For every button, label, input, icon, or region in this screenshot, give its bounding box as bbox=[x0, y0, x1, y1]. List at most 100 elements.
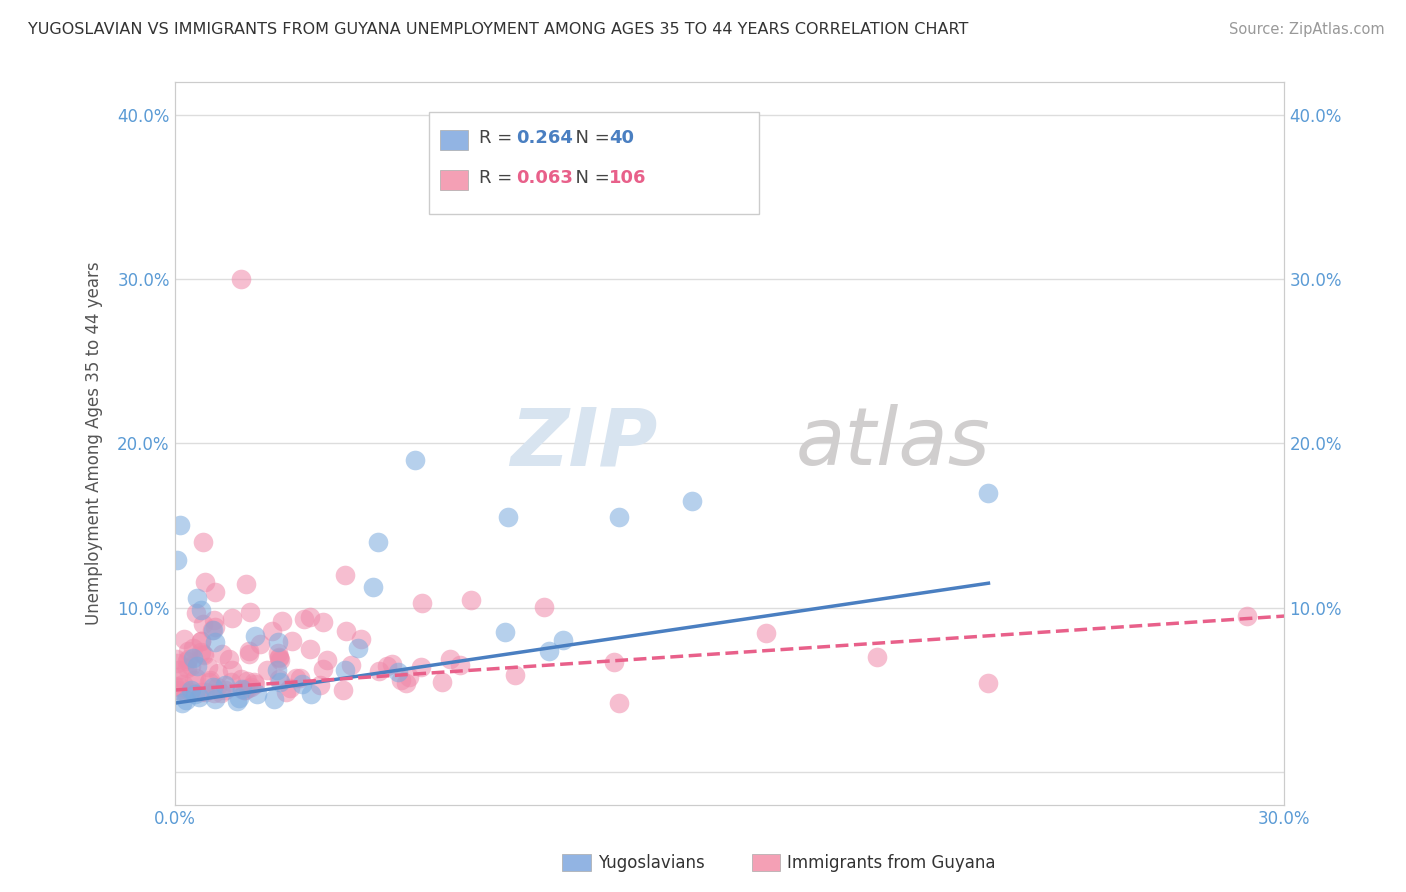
Point bbox=[172, 677, 194, 691]
Point bbox=[249, 636, 271, 650]
Point bbox=[204, 585, 226, 599]
Point bbox=[276, 685, 298, 699]
Point bbox=[411, 596, 433, 610]
Point bbox=[184, 671, 207, 685]
Text: Source: ZipAtlas.com: Source: ZipAtlas.com bbox=[1229, 22, 1385, 37]
Point bbox=[607, 696, 630, 710]
Point bbox=[270, 614, 292, 628]
Point bbox=[176, 686, 198, 700]
Point bbox=[201, 680, 224, 694]
Point bbox=[188, 690, 211, 704]
Point bbox=[186, 658, 208, 673]
Point bbox=[180, 658, 202, 673]
Point bbox=[191, 647, 214, 661]
Point bbox=[267, 651, 290, 665]
Point bbox=[221, 664, 243, 678]
Point bbox=[977, 676, 1000, 690]
Point bbox=[496, 510, 519, 524]
Point bbox=[866, 650, 889, 665]
Point bbox=[197, 659, 219, 673]
Point bbox=[194, 685, 217, 699]
Point bbox=[533, 599, 555, 614]
Point bbox=[607, 510, 630, 524]
Y-axis label: Unemployment Among Ages 35 to 44 years: Unemployment Among Ages 35 to 44 years bbox=[86, 261, 103, 625]
Text: R =: R = bbox=[479, 169, 519, 187]
Point bbox=[177, 652, 200, 666]
Text: 0.264: 0.264 bbox=[516, 129, 572, 147]
Point bbox=[221, 611, 243, 625]
Point bbox=[335, 663, 357, 677]
Point bbox=[190, 634, 212, 648]
Point bbox=[367, 535, 389, 549]
Point bbox=[177, 644, 200, 658]
Point bbox=[190, 685, 212, 699]
Point bbox=[432, 675, 454, 690]
Point bbox=[194, 574, 217, 589]
Point bbox=[233, 683, 256, 698]
Point bbox=[165, 679, 187, 693]
Point bbox=[361, 580, 384, 594]
Point bbox=[169, 680, 191, 694]
Point bbox=[299, 610, 322, 624]
Point bbox=[291, 677, 314, 691]
Point bbox=[238, 647, 260, 661]
Point bbox=[350, 632, 373, 646]
Point bbox=[183, 651, 205, 665]
Point bbox=[166, 552, 188, 566]
Point bbox=[243, 629, 266, 643]
Point bbox=[174, 693, 197, 707]
Point bbox=[450, 657, 472, 672]
Point bbox=[191, 617, 214, 632]
Point bbox=[179, 685, 201, 699]
Point bbox=[335, 624, 357, 638]
Point bbox=[231, 272, 253, 286]
Point bbox=[229, 672, 252, 686]
Point bbox=[214, 683, 236, 698]
Point bbox=[537, 643, 560, 657]
Point bbox=[298, 641, 321, 656]
Point bbox=[239, 605, 262, 619]
Point bbox=[205, 680, 228, 694]
Point bbox=[209, 686, 232, 700]
Point bbox=[165, 652, 187, 666]
Point bbox=[190, 645, 212, 659]
Point bbox=[439, 652, 461, 666]
Point bbox=[228, 690, 250, 705]
Point bbox=[236, 673, 259, 688]
Point bbox=[193, 648, 215, 662]
Point bbox=[267, 634, 290, 648]
Point bbox=[204, 635, 226, 649]
Point bbox=[180, 683, 202, 698]
Point bbox=[299, 687, 322, 701]
Point bbox=[167, 663, 190, 677]
Point bbox=[226, 694, 249, 708]
Point bbox=[387, 665, 409, 679]
Point bbox=[166, 656, 188, 670]
Point bbox=[309, 678, 332, 692]
Point bbox=[190, 634, 212, 648]
Point bbox=[367, 664, 389, 678]
Point bbox=[977, 485, 1000, 500]
Point bbox=[243, 674, 266, 689]
Point bbox=[266, 663, 288, 677]
Text: 0.063: 0.063 bbox=[516, 169, 572, 187]
Text: N =: N = bbox=[564, 169, 616, 187]
Point bbox=[238, 644, 260, 658]
Point bbox=[494, 624, 516, 639]
Point bbox=[231, 682, 253, 697]
Point bbox=[219, 675, 242, 690]
Point bbox=[281, 633, 304, 648]
Point bbox=[235, 577, 257, 591]
Point bbox=[682, 494, 704, 508]
Point bbox=[201, 624, 224, 638]
Point bbox=[290, 671, 312, 685]
Point bbox=[169, 518, 191, 533]
Point bbox=[340, 658, 363, 673]
Point bbox=[211, 647, 233, 661]
Point bbox=[256, 664, 278, 678]
Point bbox=[316, 652, 339, 666]
Point bbox=[201, 624, 224, 638]
Point bbox=[166, 682, 188, 697]
Point bbox=[183, 673, 205, 687]
Point bbox=[267, 672, 290, 686]
